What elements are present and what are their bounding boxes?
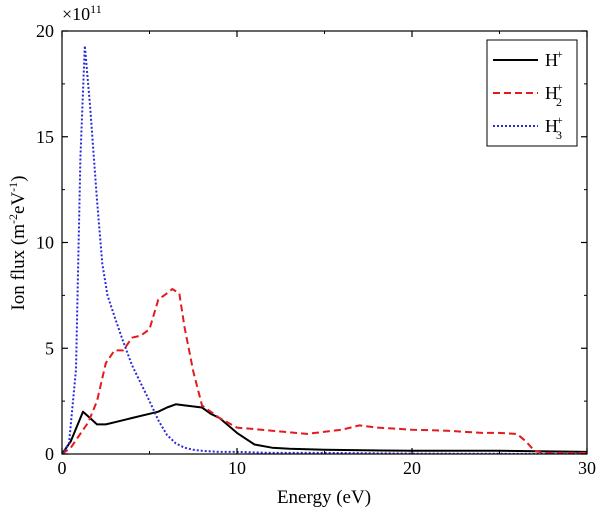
legend-label: H+ (545, 47, 563, 70)
tick-label-layer: 0 10 20 30 0 5 10 15 20 (36, 21, 596, 478)
legend-label: H+ 3 (545, 113, 563, 142)
y-tick-label: 0 (45, 444, 54, 464)
y-tick-label: 10 (36, 233, 54, 253)
series-line-h2plus (62, 288, 587, 454)
y-multiplier: ×1011 (62, 2, 102, 24)
x-tick-label: 30 (578, 458, 596, 478)
legend: H+ H+ 2 H+ 3 (486, 39, 578, 147)
y-tick-label: 20 (36, 21, 54, 41)
x-tick-label: 20 (403, 458, 421, 478)
series-line-hplus (62, 403, 587, 454)
x-tick-label: 10 (228, 458, 246, 478)
tick-layer (61, 30, 588, 455)
y-tick-label: 15 (36, 127, 54, 147)
x-axis-title: Energy (eV) (277, 487, 371, 508)
x-tick-label: 0 (58, 458, 67, 478)
legend-label: H+ 2 (545, 80, 563, 109)
y-tick-label: 5 (45, 338, 54, 358)
y-axis-title: Ion flux (m-2eV-1) (6, 175, 29, 310)
